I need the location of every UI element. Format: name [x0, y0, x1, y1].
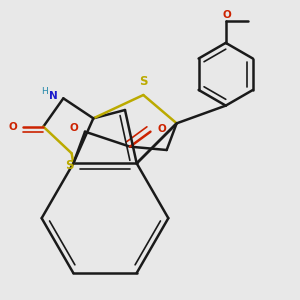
- Text: H: H: [42, 87, 48, 96]
- Text: S: S: [65, 159, 73, 172]
- Text: S: S: [139, 75, 148, 88]
- Text: O: O: [9, 122, 17, 132]
- Text: O: O: [157, 124, 166, 134]
- Text: O: O: [69, 123, 78, 133]
- Text: N: N: [49, 91, 58, 100]
- Text: O: O: [223, 10, 232, 20]
